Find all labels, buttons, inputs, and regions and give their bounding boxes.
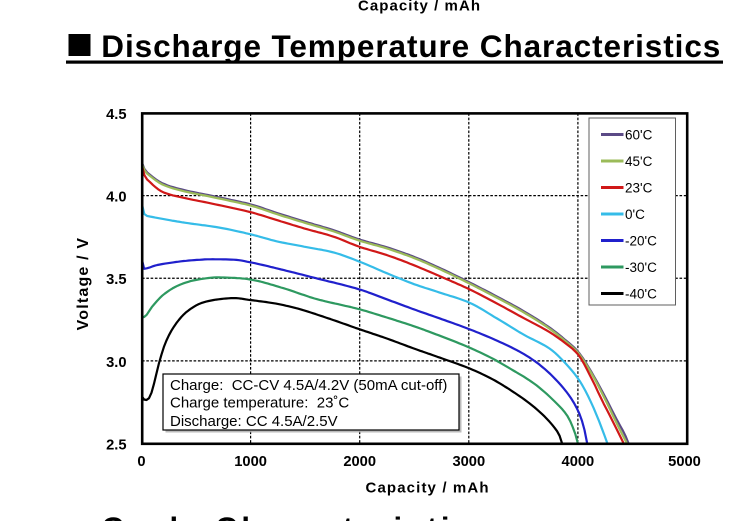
svg-text:23'C: 23'C bbox=[625, 180, 653, 195]
svg-text:Discharge Temperature Characte: Discharge Temperature Characteristics bbox=[101, 28, 720, 64]
svg-text:Charge: CC-CV 4.5A/4.2V (50mA: Charge: CC-CV 4.5A/4.2V (50mA cut-off) bbox=[170, 377, 447, 394]
svg-text:Cycle Characteristics: Cycle Characteristics bbox=[102, 511, 492, 521]
svg-text:2.5: 2.5 bbox=[106, 437, 126, 453]
svg-text:0'C: 0'C bbox=[625, 207, 645, 222]
svg-text:2000: 2000 bbox=[343, 454, 376, 470]
svg-text:-30'C: -30'C bbox=[625, 260, 657, 275]
svg-text:4.5: 4.5 bbox=[106, 107, 126, 123]
svg-text:-20'C: -20'C bbox=[625, 233, 657, 248]
svg-text:60'C: 60'C bbox=[625, 127, 653, 142]
svg-text:Charge temperature: 23˚C: Charge temperature: 23˚C bbox=[170, 395, 349, 412]
svg-text:3000: 3000 bbox=[452, 454, 485, 470]
svg-text:Capacity / mAh: Capacity / mAh bbox=[358, 0, 480, 15]
svg-text:3.0: 3.0 bbox=[106, 355, 126, 371]
svg-text:1000: 1000 bbox=[234, 454, 267, 470]
svg-text:Capacity / mAh: Capacity / mAh bbox=[366, 480, 489, 497]
svg-text:5000: 5000 bbox=[668, 454, 701, 470]
svg-text:Discharge: CC 4.5A/2.5V: Discharge: CC 4.5A/2.5V bbox=[170, 413, 338, 430]
svg-text:4.0: 4.0 bbox=[106, 190, 126, 206]
svg-text:4000: 4000 bbox=[562, 454, 595, 470]
svg-text:0: 0 bbox=[137, 454, 145, 470]
svg-text:3.5: 3.5 bbox=[106, 272, 126, 288]
svg-text:45'C: 45'C bbox=[625, 154, 653, 169]
svg-text:-40'C: -40'C bbox=[625, 286, 657, 301]
svg-text:Voltage / V: Voltage / V bbox=[75, 238, 92, 331]
